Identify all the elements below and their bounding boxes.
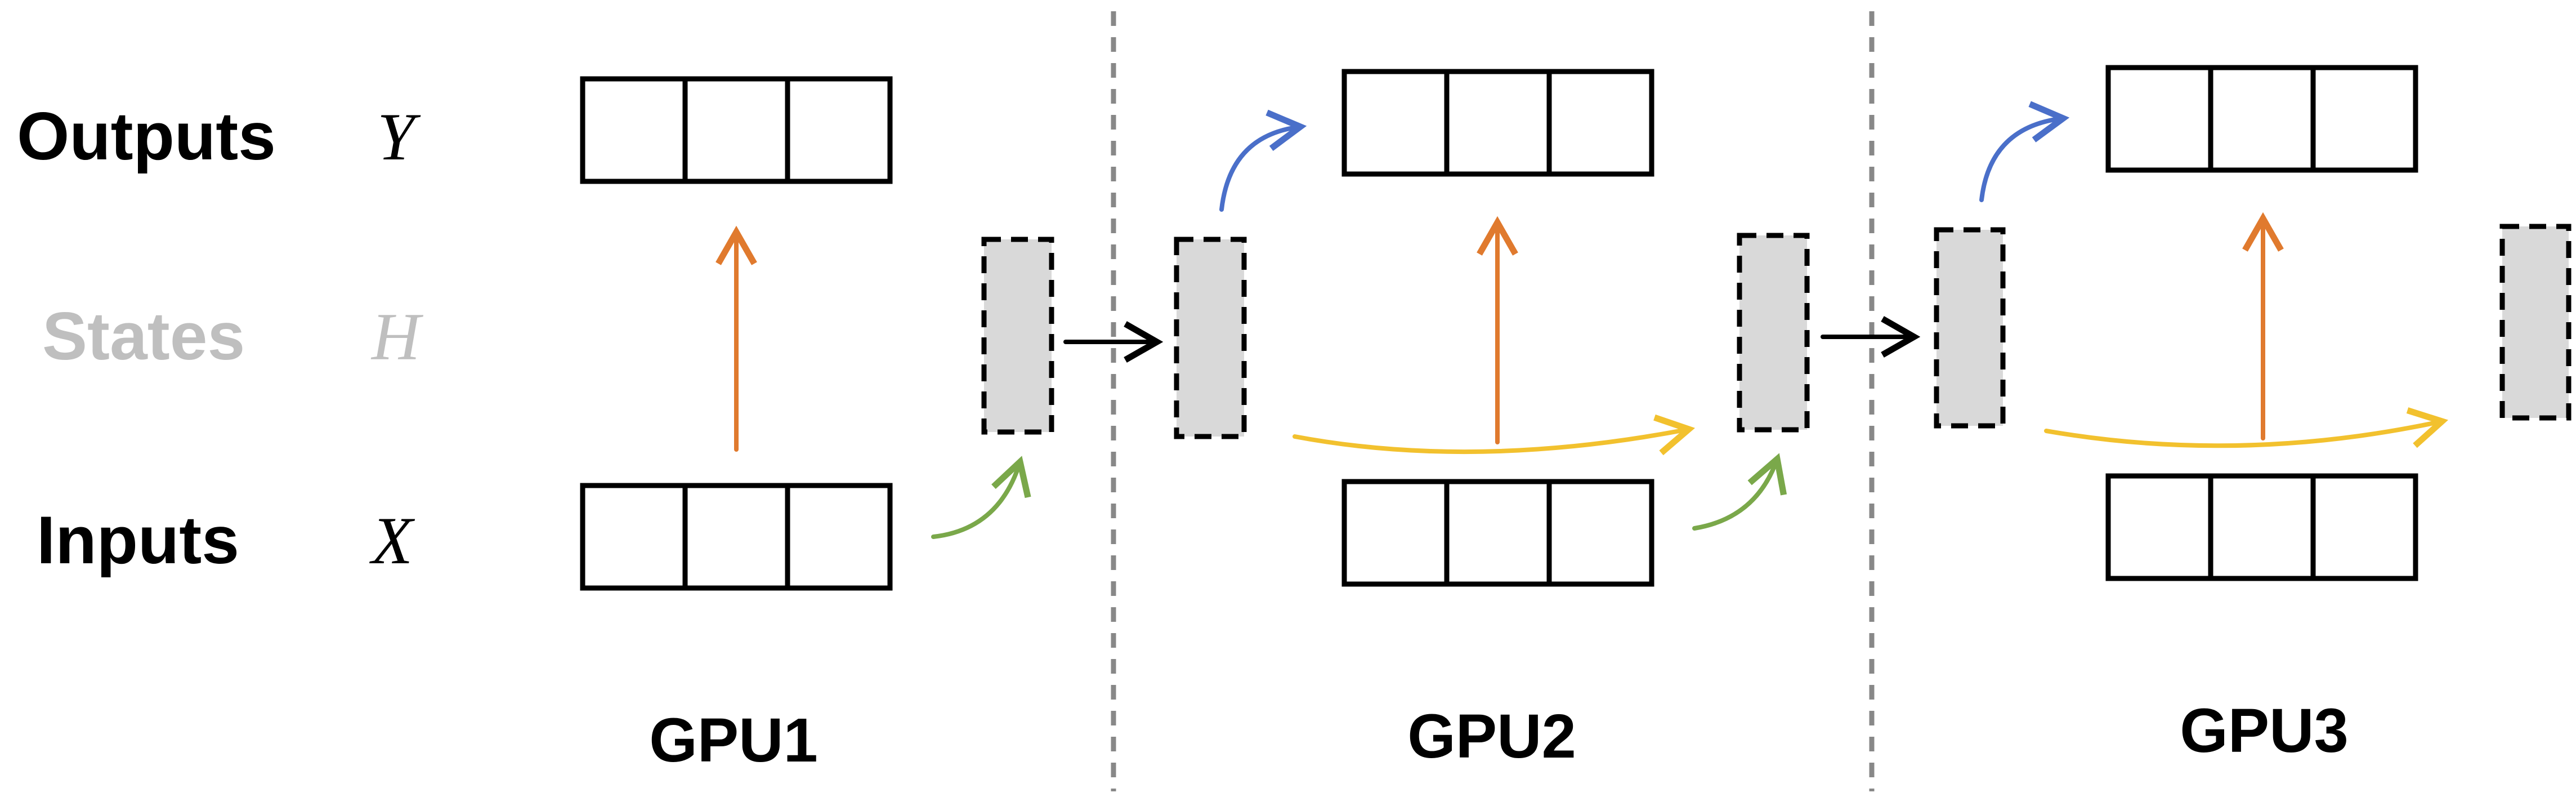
gpu2-output-block (1341, 69, 1654, 177)
outputs-label: Outputs (17, 99, 276, 174)
outputs-var: Y (377, 99, 421, 174)
gpu3-state-out (2499, 224, 2571, 421)
gpu1-state-out (981, 237, 1054, 435)
gpu3-state-in (1934, 227, 2006, 429)
gpu2-input-to-state-arrow (1692, 453, 1787, 531)
gpu1-input-block (580, 483, 893, 591)
states-var: H (370, 299, 424, 374)
inputs-label: Inputs (37, 502, 239, 578)
gpu1-input-to-state-arrow (931, 456, 1031, 539)
inputs-var: X (369, 503, 415, 578)
gpu3-state-to-output-arrow (1979, 101, 2070, 202)
gpu2-state-in (1174, 237, 1247, 439)
gpu1-output-block (580, 76, 893, 184)
gpu3-label: GPU3 (2180, 696, 2349, 765)
gpu2-state-update-arrow (1293, 414, 1696, 456)
gpu3-state-update-arrow (2044, 407, 2449, 448)
states-label: States (42, 299, 245, 374)
gpu2-state-out (1737, 233, 1810, 433)
gpu1-label: GPU1 (649, 706, 818, 775)
gpu3-input-block (2105, 473, 2418, 581)
gpu2-input-block (1341, 479, 1654, 587)
gpu2-state-to-output-arrow (1219, 109, 1307, 212)
gpu3-output-block (2105, 65, 2418, 173)
gpu2-label: GPU2 (1407, 702, 1576, 771)
